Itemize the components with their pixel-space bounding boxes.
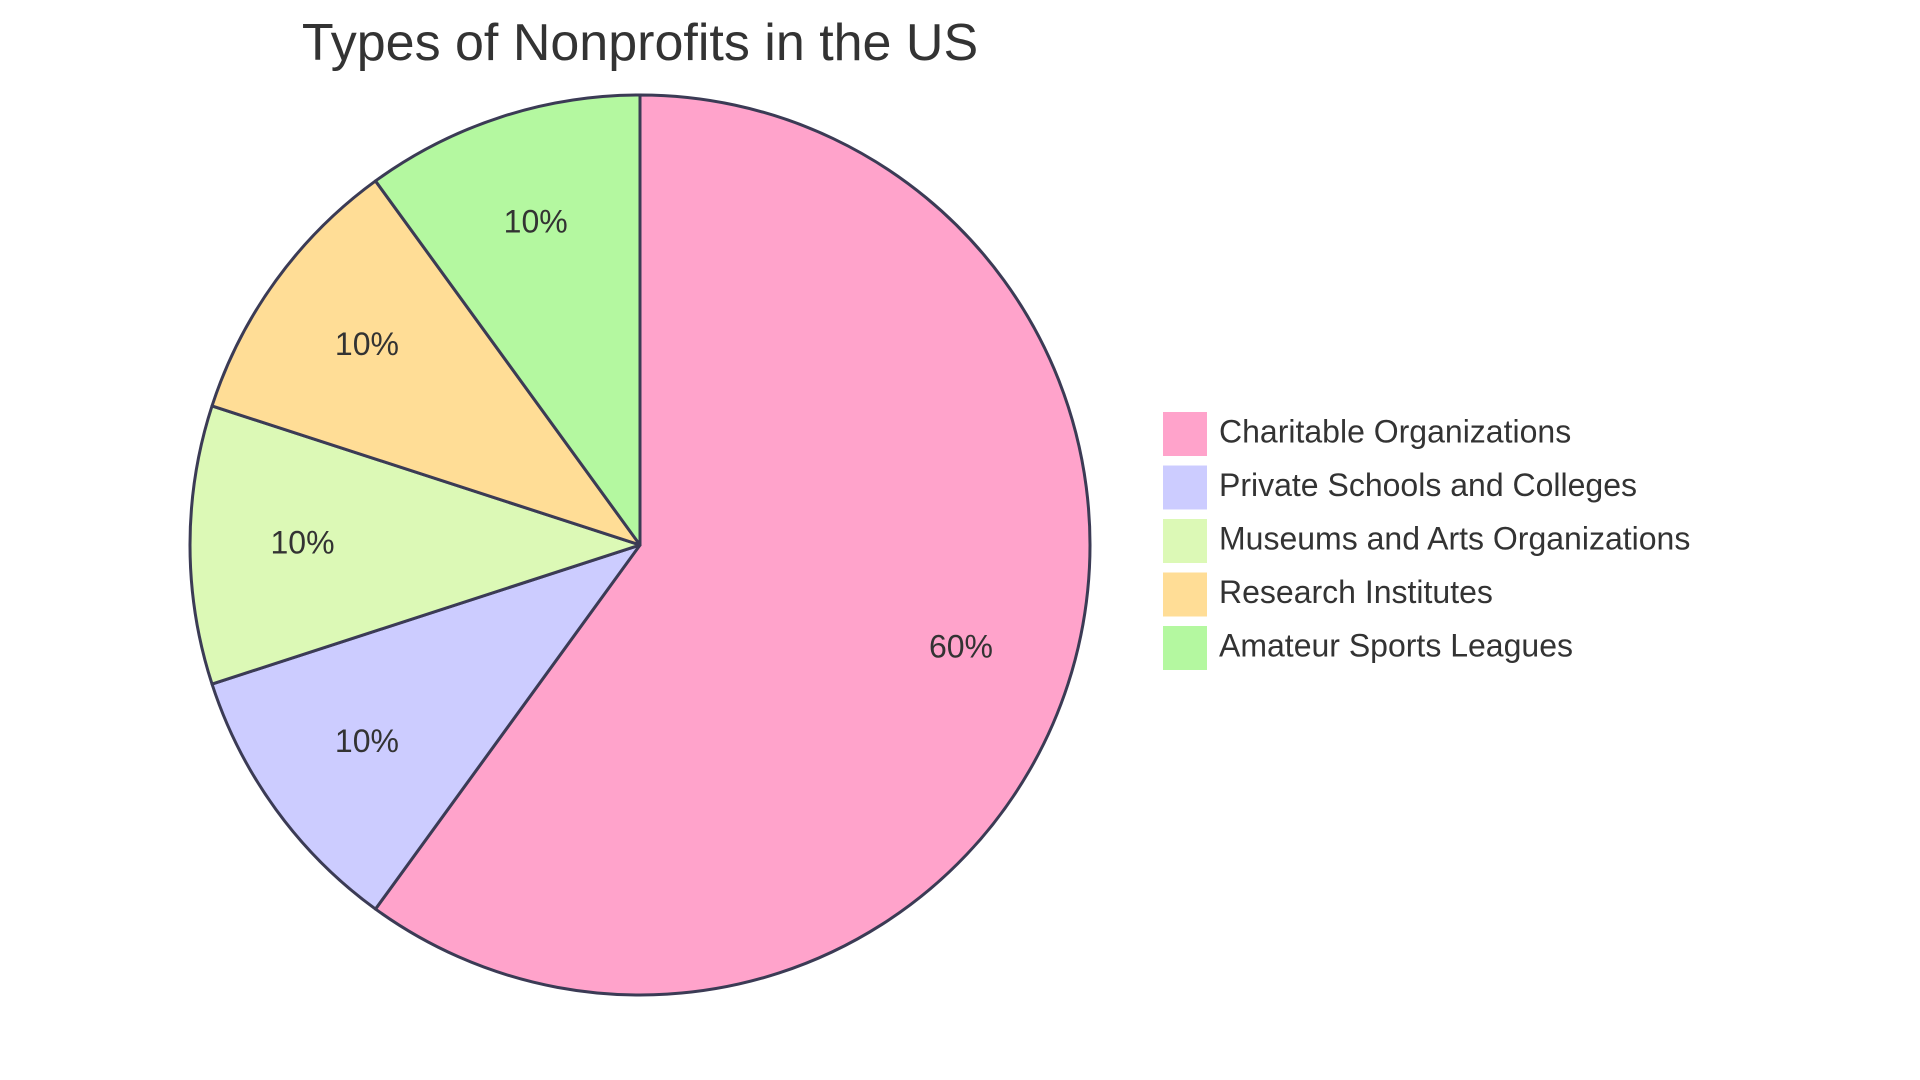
legend-label-amateur-sports-leagues: Amateur Sports Leagues bbox=[1219, 627, 1573, 663]
legend-label-private-schools-and-colleges: Private Schools and Colleges bbox=[1219, 467, 1637, 503]
slice-label-private-schools-and-colleges: 10% bbox=[335, 723, 399, 759]
legend-label-research-institutes: Research Institutes bbox=[1219, 574, 1493, 610]
slice-label-research-institutes: 10% bbox=[335, 326, 399, 362]
chart-title: Types of Nonprofits in the US bbox=[302, 14, 978, 72]
slices-layer bbox=[188, 93, 1092, 997]
slice-label-museums-and-arts-organizations: 10% bbox=[270, 524, 334, 560]
pie-slice-museums-and-arts-organizations bbox=[188, 404, 642, 686]
legend-label-museums-and-arts-organizations: Museums and Arts Organizations bbox=[1219, 520, 1690, 556]
legend-swatch-charitable-organizations bbox=[1163, 412, 1207, 456]
pie-slice-charitable-organizations bbox=[373, 93, 1092, 997]
slice-labels-layer: 60% 10% 10% 10% 10% bbox=[270, 203, 993, 758]
legend-label-charitable-organizations: Charitable Organizations bbox=[1219, 413, 1571, 449]
legend-swatch-amateur-sports-leagues bbox=[1163, 626, 1207, 670]
pie-slice-amateur-sports-leagues bbox=[373, 93, 642, 547]
pie-slice-private-schools-and-colleges bbox=[210, 543, 642, 911]
legend-swatch-research-institutes bbox=[1163, 572, 1207, 617]
legend-swatch-private-schools-and-colleges bbox=[1163, 465, 1207, 510]
legend: Charitable Organizations Private Schools … bbox=[1163, 412, 1690, 670]
pie-slice-research-institutes bbox=[210, 179, 642, 547]
slice-label-amateur-sports-leagues: 10% bbox=[504, 203, 568, 239]
legend-swatch-museums-and-arts-organizations bbox=[1163, 519, 1207, 563]
slice-label-charitable-organizations: 60% bbox=[929, 629, 993, 665]
